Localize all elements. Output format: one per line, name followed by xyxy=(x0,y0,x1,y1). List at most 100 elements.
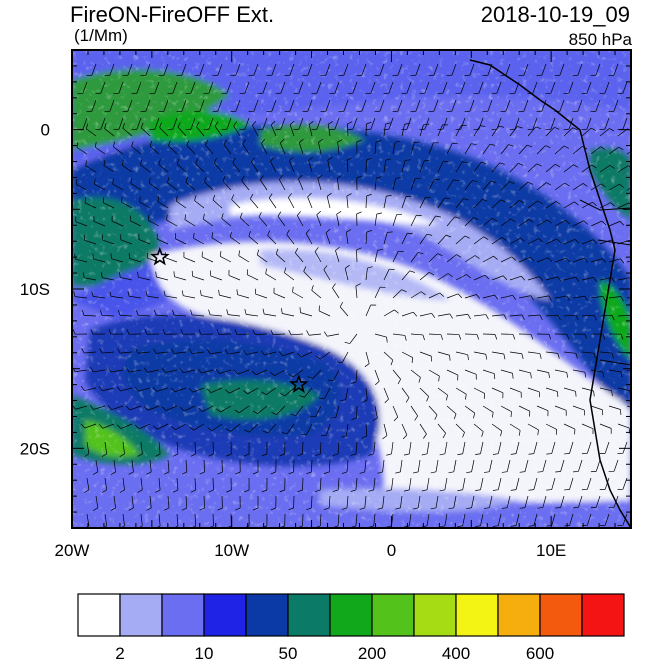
wind-barb xyxy=(527,200,543,209)
wind-barb xyxy=(332,441,340,456)
wind-barb xyxy=(590,369,605,378)
wind-barb xyxy=(86,63,97,76)
wind-barb xyxy=(401,196,412,209)
wind-barb xyxy=(335,246,340,263)
wind-barb xyxy=(320,99,331,112)
wind-barb xyxy=(356,247,362,263)
wind-barb xyxy=(119,441,125,457)
wind-barb xyxy=(119,477,125,493)
wind-barbs xyxy=(72,63,631,528)
wind-barb xyxy=(590,99,601,112)
wind-barb xyxy=(392,405,399,422)
wind-barb xyxy=(581,477,592,491)
wind-barb xyxy=(446,254,462,263)
wind-barb xyxy=(482,63,493,76)
wind-barb xyxy=(203,117,214,130)
wind-barb xyxy=(74,253,88,263)
wind-barb xyxy=(252,496,259,511)
wind-barb xyxy=(86,99,97,112)
wind-barb xyxy=(75,179,88,191)
wind-barb xyxy=(464,405,476,419)
wind-barb xyxy=(401,159,411,173)
wind-barb xyxy=(207,423,223,432)
wind-barb xyxy=(437,81,448,94)
wind-barb xyxy=(437,273,453,281)
wind-barb xyxy=(392,289,407,299)
wind-barb xyxy=(475,441,484,455)
wind-barb xyxy=(617,81,628,94)
wind-barb xyxy=(572,220,589,227)
wind-barb xyxy=(482,255,498,263)
wind-barb xyxy=(374,212,383,227)
wind-barb xyxy=(365,121,372,137)
wind-barb xyxy=(149,81,160,94)
wind-barb xyxy=(248,99,259,112)
wind-barb xyxy=(554,257,571,263)
wind-barb xyxy=(299,307,313,317)
wind-barb xyxy=(143,405,160,411)
wind-barb xyxy=(134,423,151,430)
wind-barb xyxy=(599,351,614,359)
wind-barb xyxy=(382,423,388,440)
wind-barb xyxy=(428,292,445,299)
wind-barb xyxy=(152,387,169,392)
wind-barb xyxy=(537,495,547,509)
wind-barb xyxy=(121,196,133,209)
wind-barb xyxy=(457,477,466,492)
wind-barb xyxy=(572,333,588,340)
y-tick-label: 0 xyxy=(41,121,50,140)
wind-barb xyxy=(164,459,170,475)
wind-barb xyxy=(305,229,313,245)
wind-barb xyxy=(599,513,610,526)
wind-barb xyxy=(599,314,615,321)
wind-barb xyxy=(518,181,533,191)
wind-barb xyxy=(262,423,277,434)
wind-barb xyxy=(383,351,394,366)
wind-barb xyxy=(464,294,481,299)
wind-barb xyxy=(277,211,286,227)
wind-barb xyxy=(437,160,449,173)
wind-barb xyxy=(95,81,106,94)
wind-barb xyxy=(365,266,373,281)
wind-barb xyxy=(572,405,585,416)
wind-barb xyxy=(383,268,395,281)
wind-barb xyxy=(265,268,277,281)
wind-barb xyxy=(228,269,241,281)
wind-barb xyxy=(82,272,97,281)
wind-barb xyxy=(236,289,250,299)
wind-barb xyxy=(266,63,277,76)
wind-barb xyxy=(410,291,426,299)
wind-barb xyxy=(590,405,604,416)
wind-barb xyxy=(109,291,124,299)
wind-barb xyxy=(338,63,349,76)
wind-barb xyxy=(341,459,349,474)
wind-barb xyxy=(374,249,383,263)
wind-barb xyxy=(412,459,421,474)
wind-barb xyxy=(554,333,570,340)
wind-barb xyxy=(537,459,547,473)
wind-barb xyxy=(181,495,188,511)
wind-barb xyxy=(518,333,534,340)
x-axis-labels: 20W 10W 0 10E xyxy=(55,541,567,560)
colorbar-label: 50 xyxy=(279,644,298,663)
wind-barb xyxy=(500,405,512,418)
wind-barb xyxy=(410,141,420,155)
wind-barb xyxy=(157,196,169,209)
wind-barb xyxy=(374,369,380,386)
wind-barb xyxy=(419,123,429,137)
wind-barb xyxy=(320,423,331,437)
wind-barb xyxy=(608,258,625,264)
wind-barb xyxy=(482,294,499,300)
wind-barb xyxy=(554,295,570,301)
wind-barb xyxy=(590,63,601,76)
wind-barb xyxy=(327,121,333,137)
wind-barb xyxy=(244,309,259,317)
wind-barb xyxy=(457,441,466,456)
wind-barb xyxy=(492,441,502,455)
wind-barb xyxy=(267,230,277,245)
wind-barb xyxy=(344,264,350,281)
wind-barb xyxy=(377,459,385,474)
wind-barb xyxy=(572,258,589,263)
wind-barb xyxy=(134,386,151,392)
wind-barb xyxy=(112,178,124,191)
